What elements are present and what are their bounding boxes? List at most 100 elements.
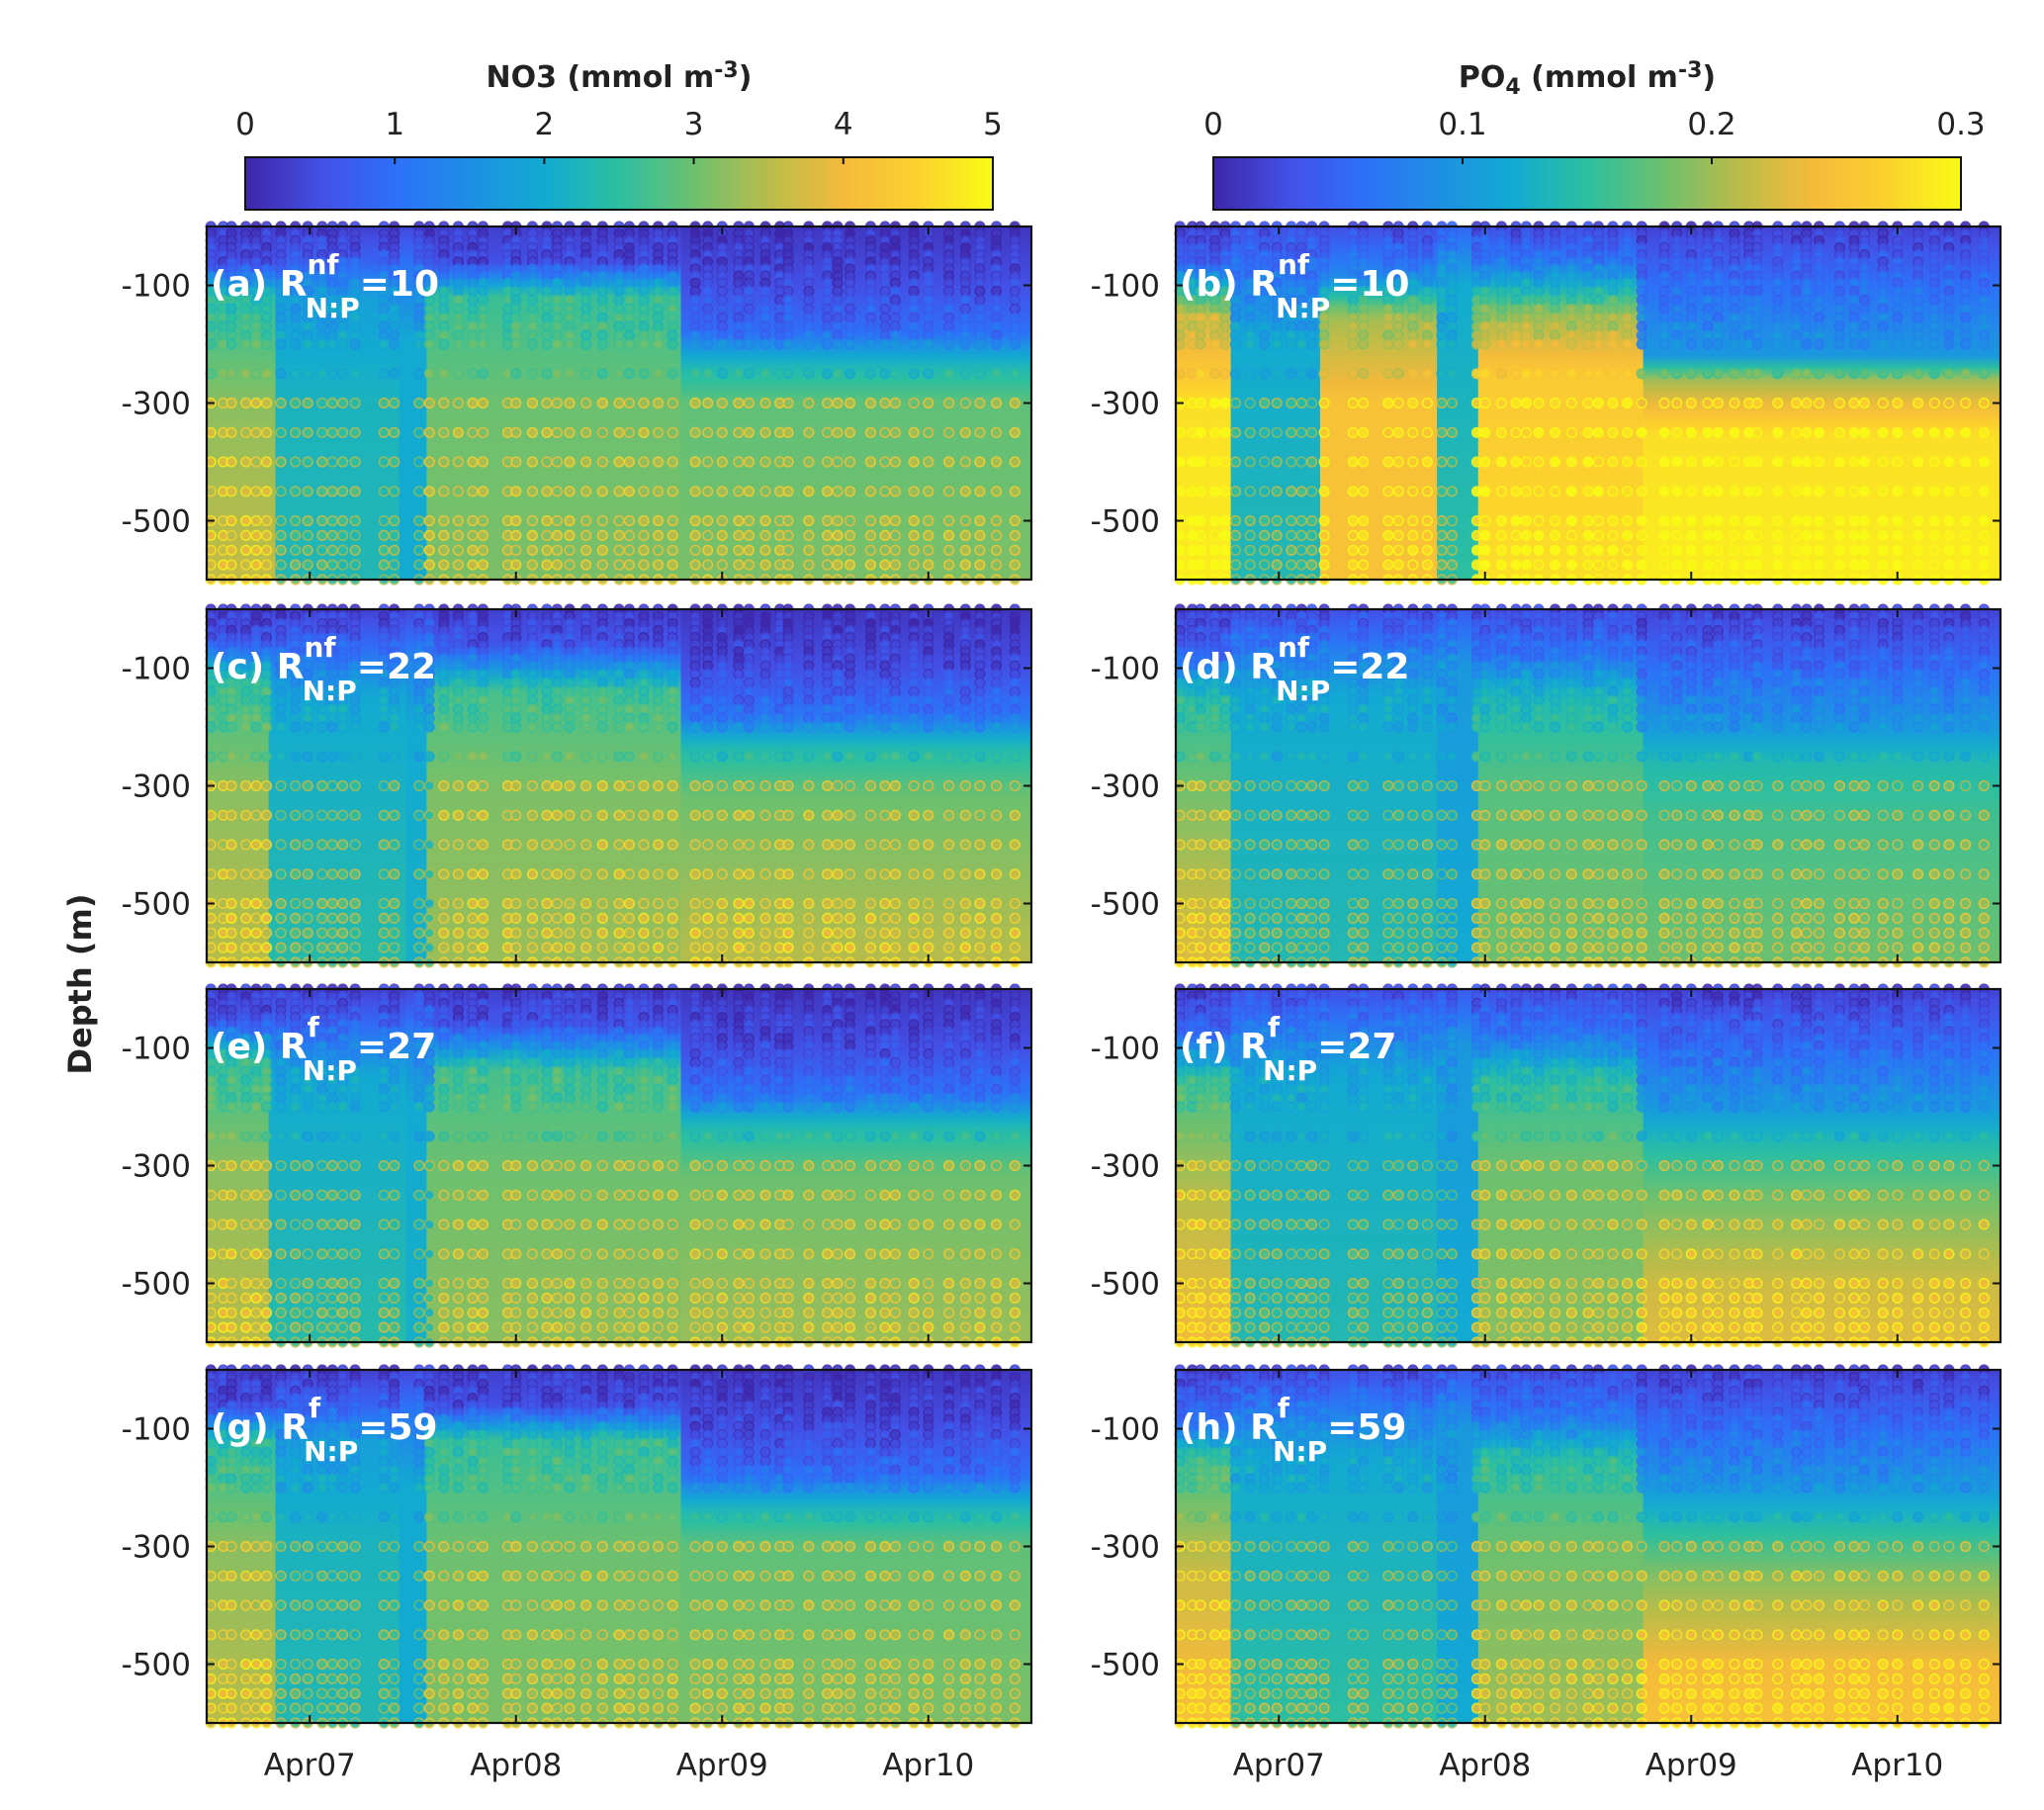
sample-point: [689, 426, 701, 438]
sample-point: [782, 942, 794, 953]
sample-point: [1833, 338, 1845, 350]
sample-point: [613, 751, 625, 763]
sample-point: [1801, 514, 1813, 527]
sample-point: [302, 456, 313, 468]
sample-point: [803, 338, 815, 350]
sample-point: [832, 486, 844, 498]
sample-point: [1751, 544, 1763, 556]
sample-point: [923, 868, 934, 880]
sample-point: [564, 559, 576, 571]
sample-point: [1959, 514, 1972, 527]
sample-point: [974, 426, 986, 438]
sample-point: [389, 927, 400, 939]
sample-point: [1702, 320, 1714, 332]
sample-point: [1801, 456, 1813, 468]
sample-point: [349, 559, 361, 571]
sample-point: [316, 942, 328, 953]
sample-point: [864, 514, 877, 527]
sample-point: [250, 368, 262, 380]
sample-point: [864, 320, 877, 332]
sample-point: [326, 779, 338, 792]
sample-point: [1712, 544, 1724, 556]
sample-point: [526, 397, 539, 409]
sample-point: [1582, 486, 1594, 498]
sample-point: [526, 456, 539, 468]
sample-point: [1009, 456, 1021, 468]
sample-point: [510, 868, 522, 880]
sample-point: [1208, 544, 1221, 556]
sample-point: [743, 868, 755, 880]
sample-point: [613, 397, 625, 409]
heatmap-column: [405, 226, 414, 580]
sample-point: [733, 912, 745, 925]
y-tick-label: -100: [1091, 269, 1160, 305]
sample-point: [1392, 397, 1404, 409]
sample-point: [1510, 486, 1522, 498]
sample-point: [667, 486, 678, 498]
heatmap-column: [900, 226, 909, 580]
panel-label-value: =10: [360, 264, 439, 305]
sample-point: [743, 721, 755, 733]
sample-point: [1358, 486, 1370, 498]
sample-point: [1702, 456, 1714, 468]
sample-point: [1858, 456, 1870, 468]
panel-label-sup: nf: [307, 248, 339, 281]
sample-point: [1833, 559, 1845, 571]
sample-point: [667, 320, 678, 332]
sample-point: [613, 368, 625, 380]
sample-point: [1479, 456, 1491, 468]
sample-point: [623, 559, 636, 571]
sample-point: [1446, 426, 1458, 438]
sample-point: [879, 514, 891, 527]
sample-point: [733, 559, 745, 571]
colorbar-title-main: NO3: [487, 60, 557, 95]
sample-point: [974, 721, 986, 733]
sample-point: [889, 839, 902, 851]
sample-point: [1208, 368, 1221, 380]
sample-point: [1685, 514, 1697, 527]
sample-point: [452, 868, 465, 880]
heatmap-column: [268, 226, 277, 580]
sample-point: [1877, 514, 1889, 527]
sample-point: [1446, 559, 1458, 571]
sample-point: [541, 338, 553, 350]
sample-point: [1295, 397, 1307, 409]
sample-point: [326, 514, 338, 527]
sample-point: [337, 368, 349, 380]
sample-point: [225, 839, 237, 851]
sample-point: [782, 456, 794, 468]
sample-point: [1592, 320, 1604, 332]
sample-point: [1790, 529, 1803, 542]
sample-point: [821, 514, 834, 527]
sample-point: [1392, 559, 1404, 571]
sample-point: [477, 426, 489, 438]
sample-point: [689, 897, 701, 910]
sample-point: [477, 285, 489, 298]
sample-point: [551, 285, 564, 298]
sample-point: [1305, 514, 1318, 527]
sample-point: [974, 912, 986, 925]
sample-point: [743, 368, 755, 380]
sample-point: [1911, 320, 1924, 332]
sample-point: [1658, 514, 1670, 527]
sample-point: [1928, 285, 1940, 298]
sample-point: [260, 721, 273, 733]
sample-point: [541, 544, 553, 556]
sample-point: [782, 897, 794, 910]
colorbar-tick-label: 2: [535, 107, 555, 142]
sample-point: [596, 456, 608, 468]
sample-point: [879, 942, 891, 953]
sample-point: [990, 544, 1003, 556]
sample-point: [889, 559, 902, 571]
sample-point: [1833, 397, 1845, 409]
sample-point: [638, 912, 650, 925]
sample-point: [844, 751, 856, 763]
sample-point: [452, 927, 465, 939]
sample-point: [716, 703, 728, 715]
sample-point: [702, 426, 714, 438]
sample-point: [1286, 426, 1297, 438]
colorbar-tick-label: 1: [385, 107, 404, 142]
sample-point: [613, 544, 625, 556]
sample-point: [275, 721, 287, 733]
sample-point: [510, 912, 522, 925]
